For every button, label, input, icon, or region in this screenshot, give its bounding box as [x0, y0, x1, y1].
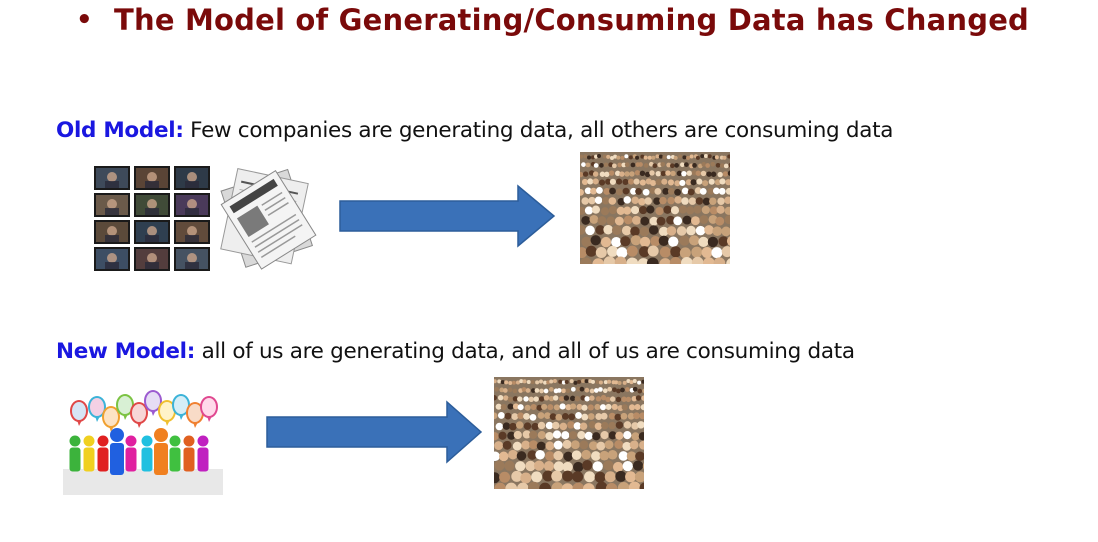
bullet: •	[76, 5, 93, 35]
new-model-text: all of us are generating data, and all o…	[195, 339, 855, 364]
newspapers-image	[220, 168, 317, 270]
slide-title: The Model of Generating/Consuming Data h…	[114, 3, 1030, 37]
people-speech-bubbles-image	[63, 390, 223, 495]
old-model-line: Old Model: Few companies are generating …	[56, 118, 893, 143]
old-model-label: Old Model:	[56, 118, 184, 143]
old-model-arrow	[339, 184, 556, 248]
tv-screens-image	[94, 166, 210, 271]
new-model-arrow	[266, 400, 483, 464]
new-model-line: New Model: all of us are generating data…	[56, 339, 855, 364]
crowd-image	[580, 152, 730, 264]
crowd-image	[494, 377, 644, 489]
new-model-label: New Model:	[56, 339, 196, 364]
old-model-text: Few companies are generating data, all o…	[183, 118, 894, 143]
slide-title-row: • The Model of Generating/Consuming Data…	[76, 0, 1029, 40]
